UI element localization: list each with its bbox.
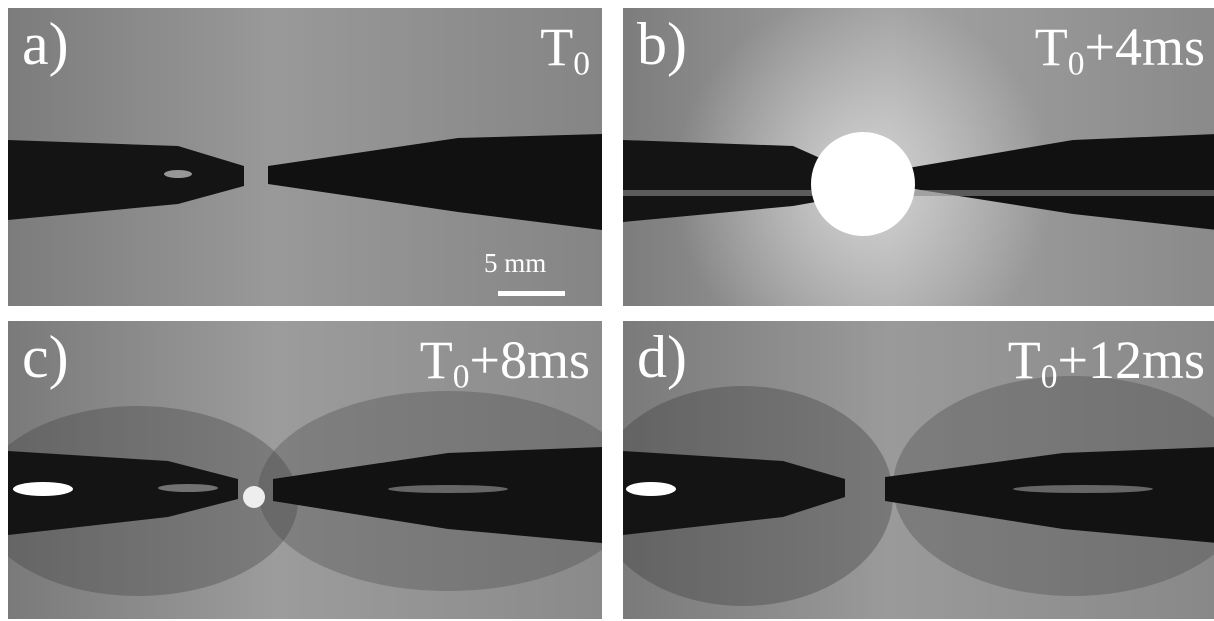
scene-a: [8, 8, 602, 306]
time-base: T: [1034, 17, 1068, 77]
right-electrode: [268, 134, 602, 230]
time-base: T: [1007, 330, 1041, 390]
left-electrode: [8, 451, 238, 535]
scene-d: [623, 321, 1214, 619]
timestamp: T0+12ms: [1008, 333, 1205, 394]
time-subscript: 0: [1067, 45, 1085, 83]
timestamp: T0: [540, 20, 590, 81]
right-electrode: [885, 447, 1214, 543]
time-subscript: 0: [452, 358, 470, 396]
scale-bar-line: [498, 291, 565, 296]
scene-b: [623, 8, 1214, 306]
panel-label: c): [22, 324, 69, 390]
time-subscript: 0: [573, 45, 590, 83]
panel-label: a): [22, 11, 69, 77]
timestamp: T0+4ms: [1035, 20, 1205, 81]
scene-c: [8, 321, 602, 619]
scale-bar-label: 5 mm: [484, 248, 547, 278]
time-suffix: +4ms: [1084, 17, 1205, 77]
panel-label: d): [637, 324, 687, 390]
time-suffix: +12ms: [1057, 330, 1205, 390]
timestamp: T0+8ms: [420, 333, 590, 394]
left-electrode: [8, 140, 244, 220]
panel-d: d) T0+12ms: [623, 321, 1214, 619]
time-base: T: [419, 330, 453, 390]
panel-c: c) T0+8ms: [8, 321, 602, 619]
right-electrode: [908, 134, 1214, 230]
time-base: T: [540, 17, 574, 77]
left-electrode: [623, 451, 845, 535]
arc-flash: [811, 132, 915, 236]
time-suffix: +8ms: [469, 330, 590, 390]
panel-a: a) T0 5 mm: [8, 8, 602, 306]
left-electrode: [623, 140, 838, 222]
panel-label: b): [637, 11, 687, 77]
arc-spot: [243, 486, 265, 508]
time-subscript: 0: [1040, 358, 1058, 396]
right-electrode: [273, 447, 602, 543]
panel-b: b) T0+4ms: [623, 8, 1214, 306]
